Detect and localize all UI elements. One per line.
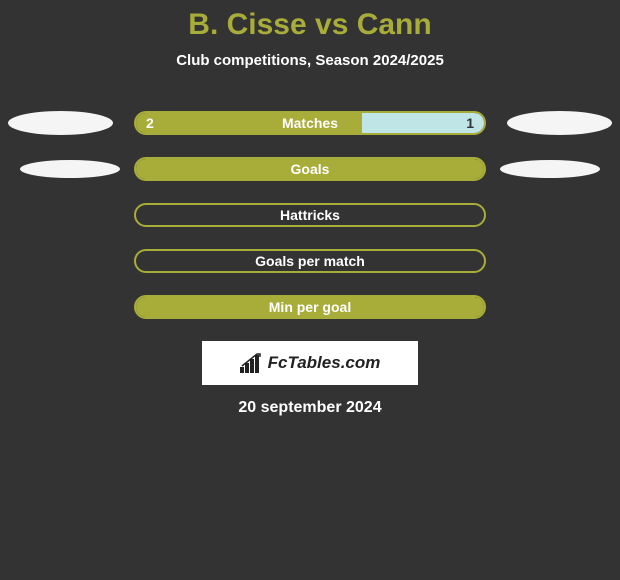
subtitle: Club competitions, Season 2024/2025 — [0, 52, 620, 69]
stat-row-hattricks: Hattricks — [0, 203, 620, 227]
player-left-marker — [20, 160, 120, 178]
chart-area: 2 Matches 1 Goals Hattricks Goals per ma — [0, 111, 620, 319]
player-right-marker — [500, 160, 600, 178]
stat-row-min-per-goal: Min per goal — [0, 295, 620, 319]
bars-icon — [240, 353, 264, 373]
logo: FcTables.com — [240, 353, 381, 373]
bar-track-hattricks: Hattricks — [134, 203, 486, 227]
bar-track-mpg: Min per goal — [134, 295, 486, 319]
logo-box: FcTables.com — [202, 341, 418, 385]
bar-label: Hattricks — [136, 205, 484, 225]
player-right-marker — [507, 111, 612, 135]
stat-row-matches: 2 Matches 1 — [0, 111, 620, 135]
bar-track-matches: 2 Matches 1 — [134, 111, 486, 135]
bar-value-right: 1 — [466, 113, 474, 133]
stat-row-goals-per-match: Goals per match — [0, 249, 620, 273]
logo-text: FcTables.com — [268, 353, 381, 373]
comparison-widget: B. Cisse vs Cann Club competitions, Seas… — [0, 0, 620, 417]
bar-label: Min per goal — [136, 297, 484, 317]
bar-track-goals: Goals — [134, 157, 486, 181]
bar-label: Matches — [136, 113, 484, 133]
bar-track-gpm: Goals per match — [134, 249, 486, 273]
stat-row-goals: Goals — [0, 157, 620, 181]
player-left-marker — [8, 111, 113, 135]
date-text: 20 september 2024 — [0, 399, 620, 417]
bar-label: Goals — [136, 159, 484, 179]
bar-label: Goals per match — [136, 251, 484, 271]
page-title: B. Cisse vs Cann — [0, 8, 620, 42]
